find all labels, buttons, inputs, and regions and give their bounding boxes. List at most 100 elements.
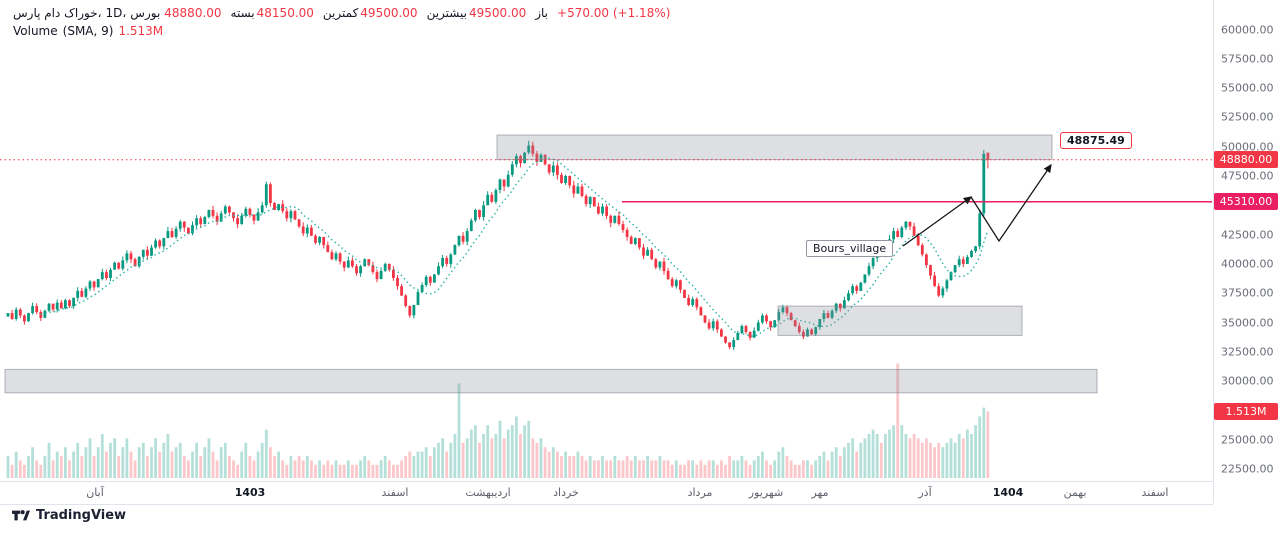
- volume-bar: [256, 451, 260, 478]
- candle-body: [789, 313, 793, 321]
- month-tick-label: مرداد: [687, 486, 713, 499]
- candle-body: [469, 220, 473, 231]
- candle-body: [920, 245, 924, 255]
- month-tick-label: اردیبهشت: [465, 486, 511, 499]
- zone-rectangle[interactable]: [496, 134, 1053, 161]
- volume-bar: [6, 456, 10, 478]
- trend-arrow[interactable]: [970, 163, 1052, 243]
- price-lines[interactable]: [0, 159, 1212, 203]
- volume-bar: [789, 460, 793, 478]
- zone-rectangle[interactable]: [4, 368, 1098, 394]
- candle-body: [617, 215, 621, 224]
- volume-bar: [912, 434, 916, 478]
- volume-bar: [724, 464, 727, 478]
- zone-rectangle[interactable]: [777, 305, 1023, 336]
- symbol-legend[interactable]: خوراک دام پارس، 1D، بورس باز49500.00بیشت…: [13, 6, 670, 20]
- volume-bar: [281, 460, 285, 478]
- candle-body: [375, 272, 379, 280]
- volume-bar: [843, 447, 846, 478]
- price-axis-badge: 45310.00: [1214, 193, 1278, 211]
- volume-bar: [310, 460, 313, 478]
- volume-bar: [322, 464, 326, 478]
- volume-bar: [638, 460, 641, 478]
- price-callout-label[interactable]: 48875.49: [1060, 132, 1132, 149]
- volume-bar: [474, 425, 477, 478]
- volume-bar: [617, 460, 621, 478]
- month-tick-label: آذر: [918, 486, 932, 499]
- volume-bar: [855, 451, 859, 478]
- candle-body: [642, 247, 645, 256]
- candle-body: [113, 262, 116, 270]
- volume-bar: [301, 460, 305, 478]
- volume-bar: [420, 451, 424, 478]
- price-axis-badge: 48880.00: [1214, 151, 1278, 169]
- bours-village-label[interactable]: Bours_village: [806, 240, 894, 257]
- volume-bar: [961, 438, 965, 478]
- ohlc-field-label: باز: [535, 6, 549, 20]
- volume-bar: [408, 451, 412, 478]
- volume-bar: [506, 429, 510, 478]
- time-axis[interactable]: آبان 1403 اسفند اردیبهشت خرداد مرداد شهریور مهر…: [0, 481, 1213, 505]
- volume-bar: [543, 447, 547, 478]
- volume-bar: [929, 442, 932, 478]
- candle-body: [523, 152, 526, 164]
- volume-bar: [490, 438, 494, 478]
- month-tick-label: مهر: [811, 486, 829, 499]
- candle-body: [953, 265, 957, 273]
- volume-bar: [584, 460, 588, 478]
- candle-body: [154, 240, 157, 248]
- volume-bar: [252, 460, 256, 478]
- volume-legend[interactable]: Volume (SMA, 9) 1.513M: [13, 24, 163, 38]
- supply-demand-zones[interactable]: [4, 134, 1098, 394]
- candle-body: [88, 281, 92, 289]
- candle-body: [404, 295, 408, 306]
- candle-body: [236, 218, 239, 225]
- ohlc-field-value: 48880.00: [164, 6, 222, 20]
- month-tick-label: خرداد: [553, 486, 579, 499]
- volume-bar: [355, 464, 358, 478]
- candle-body: [281, 204, 285, 212]
- candle-body: [359, 266, 362, 274]
- candle-body: [650, 249, 654, 260]
- volume-bar: [10, 464, 14, 478]
- candle-body: [117, 262, 121, 269]
- candle-body: [141, 249, 145, 257]
- trend-arrows[interactable]: [902, 163, 1052, 247]
- volume-bar: [236, 464, 239, 478]
- candle-body: [531, 145, 535, 154]
- price-axis[interactable]: 60000.00 57500.00 55000.00 52500.00 50000.00…: [1213, 0, 1280, 503]
- volume-bar: [642, 460, 645, 478]
- tradingview-brand-text[interactable]: TradingView: [36, 508, 127, 523]
- volume-bar: [396, 464, 399, 478]
- candle-body: [314, 235, 317, 243]
- candle-body: [297, 219, 301, 227]
- volume-bar: [232, 460, 235, 478]
- volume-bar: [223, 442, 227, 478]
- month-tick-label: بهمن: [1063, 486, 1087, 499]
- candle-body: [629, 236, 633, 244]
- price-tick-label: 52500.00: [1221, 110, 1274, 124]
- candle-body: [982, 153, 986, 214]
- volume-bar: [625, 456, 629, 478]
- candle-body: [855, 286, 859, 291]
- candle-body: [461, 235, 465, 242]
- candle-body: [387, 263, 391, 270]
- volume-bar: [744, 460, 748, 478]
- volume-bar: [482, 434, 485, 478]
- candle-body: [929, 265, 932, 276]
- volume-bar: [47, 442, 51, 478]
- volume-bar: [375, 464, 379, 478]
- candle-body: [31, 306, 34, 314]
- price-tick-label: 47500.00: [1221, 169, 1274, 183]
- candle-body: [424, 276, 428, 285]
- volume-bar: [461, 442, 465, 478]
- volume-bar: [621, 460, 625, 478]
- tradingview-logo[interactable]: [12, 508, 30, 523]
- volume-bar: [445, 451, 449, 478]
- interval-label: 1D،: [105, 6, 127, 20]
- volume-bar: [941, 447, 945, 478]
- volume-bar: [785, 456, 789, 478]
- volume-bar: [674, 460, 678, 478]
- trend-arrow[interactable]: [902, 196, 973, 247]
